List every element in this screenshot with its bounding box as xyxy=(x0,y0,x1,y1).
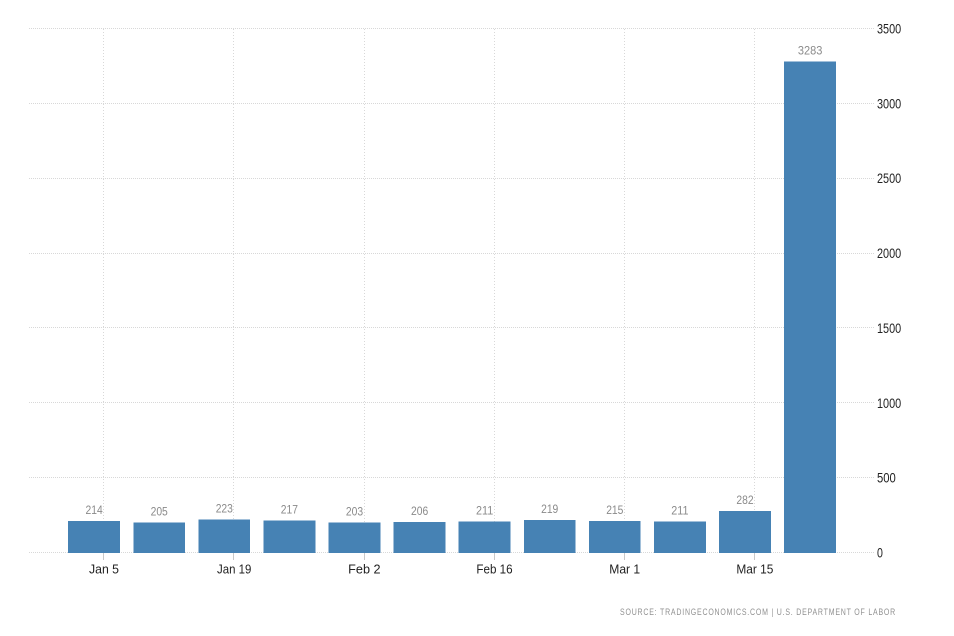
svg-text:206: 206 xyxy=(411,504,428,518)
svg-text:2500: 2500 xyxy=(877,170,901,186)
svg-text:Mar 15: Mar 15 xyxy=(736,562,773,576)
svg-text:282: 282 xyxy=(736,493,753,507)
svg-text:SOURCE: TRADINGECONOMICS.COM |: SOURCE: TRADINGECONOMICS.COM | U.S. DEPA… xyxy=(620,607,896,617)
svg-text:Feb 16: Feb 16 xyxy=(476,562,512,576)
svg-text:Mar 1: Mar 1 xyxy=(609,562,640,576)
svg-text:211: 211 xyxy=(671,503,688,517)
svg-text:3283: 3283 xyxy=(798,44,823,58)
svg-text:500: 500 xyxy=(877,470,896,486)
svg-text:Feb 2: Feb 2 xyxy=(348,562,380,576)
svg-text:1000: 1000 xyxy=(877,395,901,411)
svg-text:Jan 5: Jan 5 xyxy=(89,562,119,576)
svg-text:Jan 19: Jan 19 xyxy=(217,562,251,576)
svg-text:3500: 3500 xyxy=(877,21,901,37)
svg-text:1500: 1500 xyxy=(877,320,901,336)
svg-text:215: 215 xyxy=(606,503,623,517)
svg-text:214: 214 xyxy=(86,503,103,517)
svg-text:3000: 3000 xyxy=(877,95,901,111)
svg-text:0: 0 xyxy=(877,545,883,561)
svg-text:223: 223 xyxy=(216,502,233,516)
svg-text:217: 217 xyxy=(281,503,298,517)
svg-text:205: 205 xyxy=(151,504,168,518)
svg-text:211: 211 xyxy=(476,503,493,517)
svg-text:219: 219 xyxy=(541,502,558,516)
svg-text:203: 203 xyxy=(346,505,363,519)
svg-text:2000: 2000 xyxy=(877,245,901,261)
